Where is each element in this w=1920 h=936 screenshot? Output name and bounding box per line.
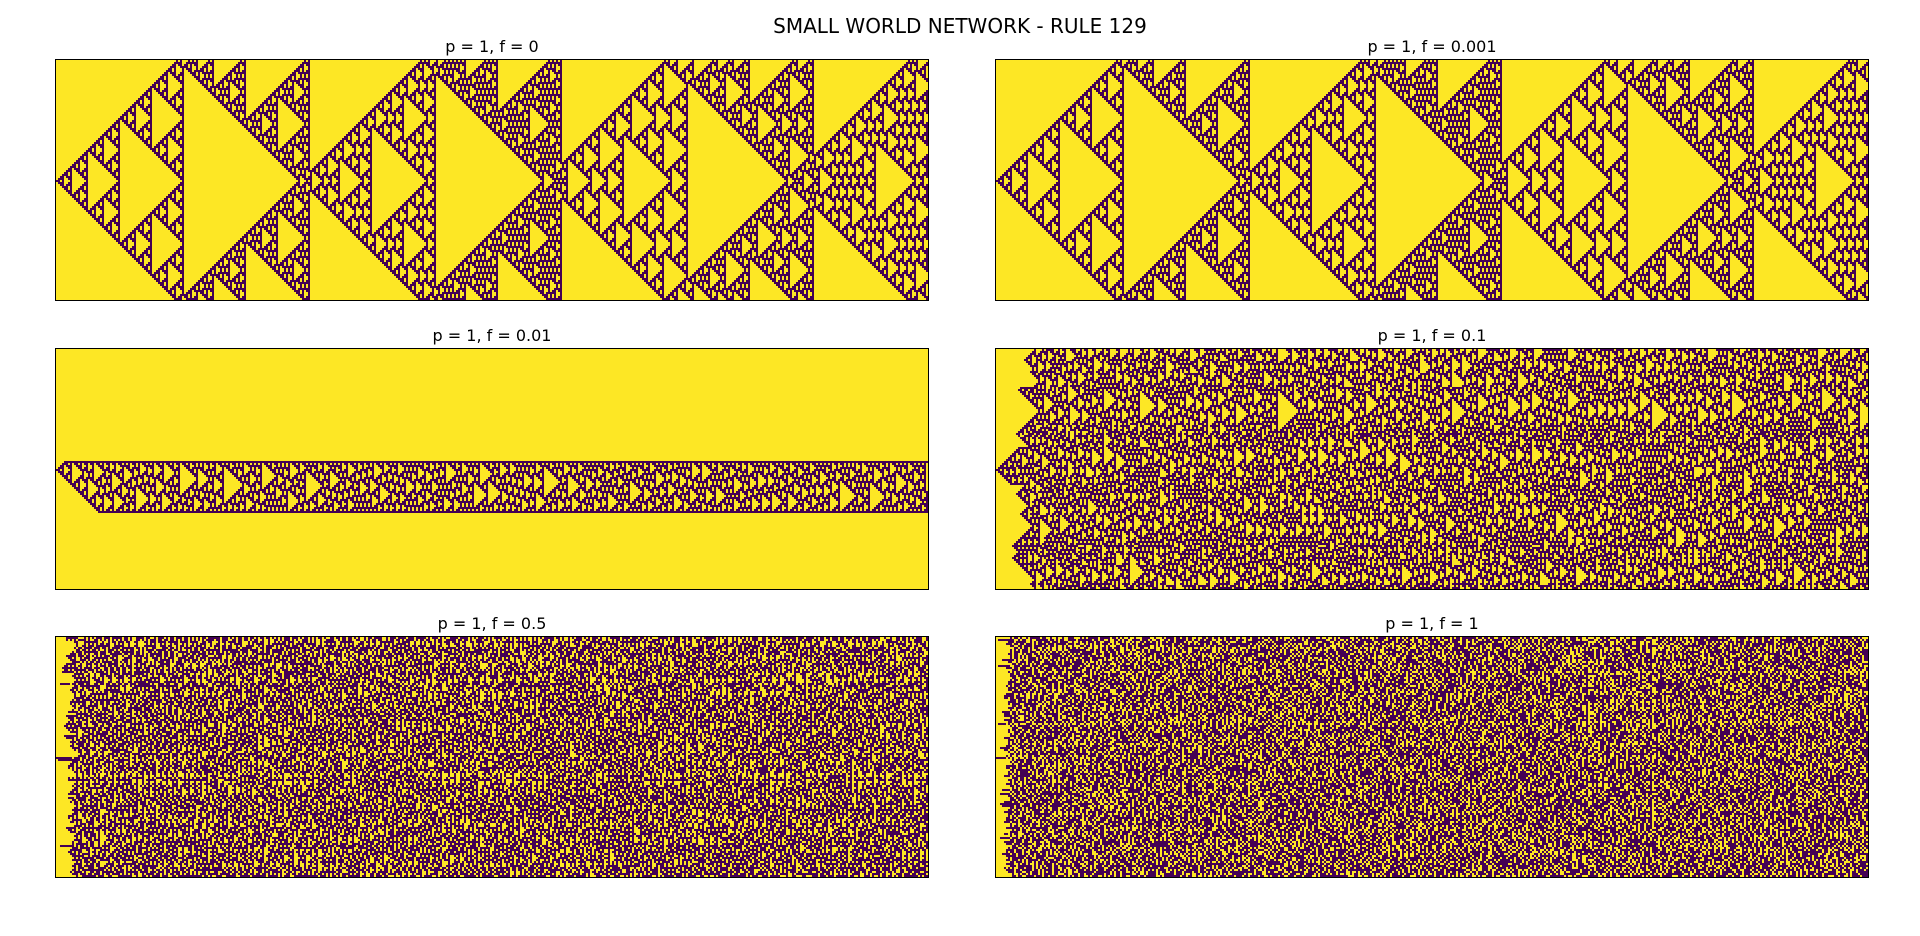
- panel-title: p = 1, f = 1: [1385, 614, 1479, 633]
- ca-heatmap: [56, 637, 928, 877]
- ca-heatmap: [56, 349, 928, 589]
- panel-title: p = 1, f = 0.5: [437, 614, 547, 633]
- panel-title: p = 1, f = 0: [445, 37, 539, 56]
- panel-title: p = 1, f = 0.001: [1367, 37, 1497, 56]
- panel-title: p = 1, f = 0.1: [1377, 326, 1487, 345]
- ca-heatmap: [996, 637, 1868, 877]
- heatmap-plot: [55, 59, 929, 301]
- heatmap-plot: [995, 636, 1869, 878]
- panel-4: p = 1, f = 0.1: [995, 326, 1869, 590]
- ca-heatmap: [996, 60, 1868, 300]
- panel-6: p = 1, f = 1: [995, 614, 1869, 878]
- figure-title: SMALL WORLD NETWORK - RULE 129: [773, 14, 1147, 38]
- heatmap-plot: [995, 348, 1869, 590]
- panel-3: p = 1, f = 0.01: [55, 326, 929, 590]
- panel-5: p = 1, f = 0.5: [55, 614, 929, 878]
- panel-1: p = 1, f = 0: [55, 37, 929, 301]
- ca-heatmap: [56, 60, 928, 300]
- panel-2: p = 1, f = 0.001: [995, 37, 1869, 301]
- heatmap-plot: [55, 348, 929, 590]
- panel-title: p = 1, f = 0.01: [432, 326, 552, 345]
- ca-heatmap: [996, 349, 1868, 589]
- heatmap-plot: [55, 636, 929, 878]
- heatmap-plot: [995, 59, 1869, 301]
